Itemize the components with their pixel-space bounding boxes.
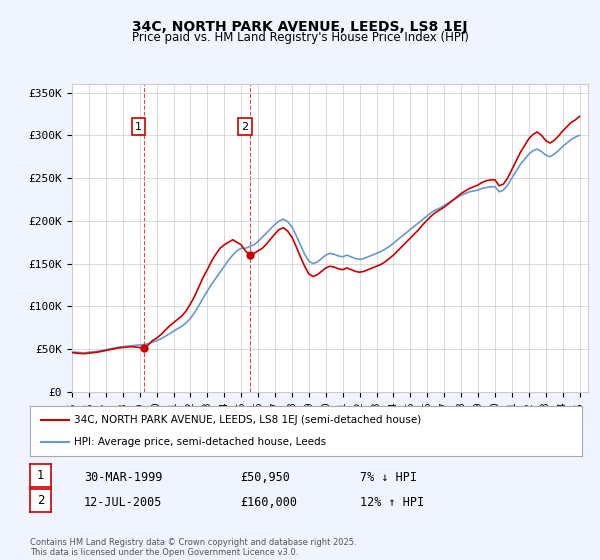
Text: 34C, NORTH PARK AVENUE, LEEDS, LS8 1EJ (semi-detached house): 34C, NORTH PARK AVENUE, LEEDS, LS8 1EJ (…	[74, 415, 421, 425]
Text: 30-MAR-1999: 30-MAR-1999	[84, 470, 163, 484]
Text: 7% ↓ HPI: 7% ↓ HPI	[360, 470, 417, 484]
Text: 34C, NORTH PARK AVENUE, LEEDS, LS8 1EJ: 34C, NORTH PARK AVENUE, LEEDS, LS8 1EJ	[132, 20, 468, 34]
Text: 2: 2	[242, 122, 248, 132]
Text: 2: 2	[37, 494, 44, 507]
Text: £160,000: £160,000	[240, 496, 297, 509]
Text: 1: 1	[135, 122, 142, 132]
Text: 1: 1	[37, 469, 44, 482]
Text: £50,950: £50,950	[240, 470, 290, 484]
Text: 12% ↑ HPI: 12% ↑ HPI	[360, 496, 424, 509]
Text: Price paid vs. HM Land Registry's House Price Index (HPI): Price paid vs. HM Land Registry's House …	[131, 31, 469, 44]
Text: HPI: Average price, semi-detached house, Leeds: HPI: Average price, semi-detached house,…	[74, 437, 326, 447]
Text: 12-JUL-2005: 12-JUL-2005	[84, 496, 163, 509]
Text: Contains HM Land Registry data © Crown copyright and database right 2025.
This d: Contains HM Land Registry data © Crown c…	[30, 538, 356, 557]
